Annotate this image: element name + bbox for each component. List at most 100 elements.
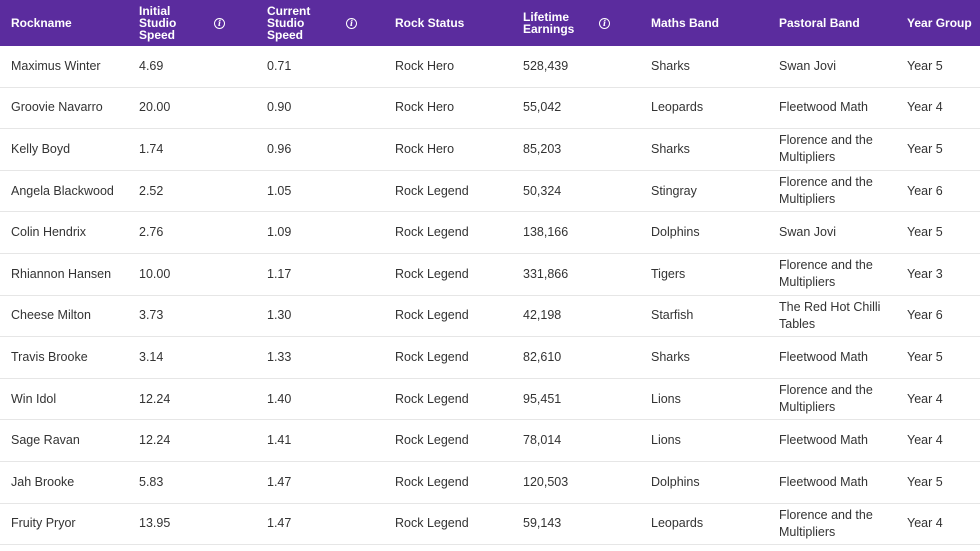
cell-initial-speed: 3.73: [139, 308, 164, 323]
column-header-label: Lifetime Earnings: [523, 10, 575, 36]
column-header-initial-studio-speed[interactable]: Initial Studio Speed i: [128, 0, 256, 46]
cell-pastoral-band: Florence and the Multipliers: [779, 175, 873, 207]
cell-current-speed: 0.71: [267, 58, 292, 73]
cell-year-group: Year 5: [907, 225, 943, 240]
cell-rockname: Maximus Winter: [11, 58, 101, 73]
column-header-label: Rockname: [11, 16, 72, 30]
column-header-label: Rock Status: [395, 16, 465, 30]
cell-current-speed: 0.96: [267, 141, 292, 156]
cell-current-speed: 1.41: [267, 433, 292, 448]
cell-maths-band: Tigers: [651, 266, 686, 281]
cell-rockname: Travis Brooke: [11, 349, 88, 364]
cell-current-speed: 1.09: [267, 225, 292, 240]
table-row[interactable]: Kelly Boyd 1.74 0.96 Rock Hero 85,203 Sharks F…: [0, 129, 980, 171]
cell-rockname: Rhiannon Hansen: [11, 266, 112, 281]
cell-pastoral-band: Fleetwood Math: [779, 349, 868, 364]
column-header-rockname[interactable]: Rockname: [0, 0, 128, 46]
cell-year-group: Year 5: [907, 58, 943, 73]
cell-year-group: Year 4: [907, 433, 943, 448]
cell-initial-speed: 13.95: [139, 516, 171, 531]
cell-initial-speed: 1.74: [139, 141, 164, 156]
cell-current-speed: 1.30: [267, 308, 292, 323]
table-row[interactable]: Maximus Winter 4.69 0.71 Rock Hero 528,439 Sh…: [0, 46, 980, 88]
cell-initial-speed: 10.00: [139, 266, 171, 281]
column-header-label: Maths Band: [651, 16, 720, 30]
cell-maths-band: Starfish: [651, 308, 694, 323]
cell-year-group: Year 6: [907, 308, 943, 323]
info-icon[interactable]: i: [346, 17, 357, 29]
cell-pastoral-band: Fleetwood Math: [779, 433, 868, 448]
table-row[interactable]: Fruity Pryor 13.95 1.47 Rock Legend 59,143 Le…: [0, 504, 980, 546]
cell-maths-band: Lions: [651, 391, 681, 406]
cell-rock-status: Rock Legend: [395, 433, 469, 448]
column-header-maths-band[interactable]: Maths Band: [640, 0, 768, 46]
column-header-year-group[interactable]: Year Group: [896, 0, 980, 46]
table-row[interactable]: Angela Blackwood 2.52 1.05 Rock Legend 50,32…: [0, 171, 980, 213]
info-icon[interactable]: i: [214, 17, 225, 29]
table-row[interactable]: Travis Brooke 3.14 1.33 Rock Legend 82,610 Sh…: [0, 337, 980, 379]
cell-year-group: Year 4: [907, 516, 943, 531]
cell-year-group: Year 5: [907, 141, 943, 156]
column-header-current-studio-speed[interactable]: Current Studio Speed i: [256, 0, 384, 46]
cell-rock-status: Rock Legend: [395, 308, 469, 323]
cell-initial-speed: 12.24: [139, 433, 171, 448]
cell-rockname: Colin Hendrix: [11, 225, 87, 240]
cell-current-speed: 1.05: [267, 183, 292, 198]
cell-rock-status: Rock Legend: [395, 183, 469, 198]
cell-pastoral-band: Florence and the Multipliers: [779, 383, 873, 415]
table-row[interactable]: Rhiannon Hansen 10.00 1.17 Rock Legend 331,8…: [0, 254, 980, 296]
table-row[interactable]: Sage Ravan 12.24 1.41 Rock Legend 78,014 Lion…: [0, 420, 980, 462]
cell-rock-status: Rock Hero: [395, 141, 455, 156]
table-body: Maximus Winter 4.69 0.71 Rock Hero 528,439 Sh…: [0, 46, 980, 546]
cell-maths-band: Leopards: [651, 100, 704, 115]
cell-lifetime-earnings: 95,451: [523, 391, 562, 406]
table-row[interactable]: Jah Brooke 5.83 1.47 Rock Legend 120,503 Dolp…: [0, 462, 980, 504]
cell-initial-speed: 5.83: [139, 474, 164, 489]
cell-pastoral-band: Swan Jovi: [779, 225, 836, 240]
cell-initial-speed: 20.00: [139, 100, 171, 115]
cell-pastoral-band: Florence and the Multipliers: [779, 258, 873, 290]
cell-lifetime-earnings: 50,324: [523, 183, 562, 198]
cell-lifetime-earnings: 42,198: [523, 308, 562, 323]
cell-lifetime-earnings: 138,166: [523, 225, 569, 240]
table-header: Rockname Initial Studio Speed i Current …: [0, 0, 980, 46]
cell-maths-band: Stingray: [651, 183, 697, 198]
table-row[interactable]: Win Idol 12.24 1.40 Rock Legend 95,451 Lions F…: [0, 379, 980, 421]
column-header-rock-status[interactable]: Rock Status: [384, 0, 512, 46]
cell-rockname: Kelly Boyd: [11, 141, 71, 156]
cell-maths-band: Lions: [651, 433, 681, 448]
cell-pastoral-band: The Red Hot Chilli Tables: [779, 299, 881, 331]
cell-pastoral-band: Florence and the Multipliers: [779, 507, 873, 539]
table-row[interactable]: Cheese Milton 3.73 1.30 Rock Legend 42,198 St…: [0, 296, 980, 338]
cell-rockname: Win Idol: [11, 391, 57, 406]
cell-pastoral-band: Fleetwood Math: [779, 474, 868, 489]
cell-lifetime-earnings: 85,203: [523, 141, 562, 156]
cell-current-speed: 1.47: [267, 474, 292, 489]
cell-rock-status: Rock Legend: [395, 516, 469, 531]
cell-initial-speed: 2.76: [139, 225, 164, 240]
column-header-lifetime-earnings[interactable]: Lifetime Earnings i: [512, 0, 640, 46]
cell-year-group: Year 4: [907, 391, 943, 406]
cell-lifetime-earnings: 120,503: [523, 474, 569, 489]
cell-initial-speed: 4.69: [139, 58, 164, 73]
column-header-pastoral-band[interactable]: Pastoral Band: [768, 0, 896, 46]
cell-maths-band: Sharks: [651, 58, 690, 73]
cell-lifetime-earnings: 331,866: [523, 266, 569, 281]
cell-rock-status: Rock Legend: [395, 225, 469, 240]
cell-lifetime-earnings: 82,610: [523, 349, 562, 364]
cell-rockname: Sage Ravan: [11, 433, 80, 448]
table-row[interactable]: Groovie Navarro 20.00 0.90 Rock Hero 55,042 L…: [0, 88, 980, 130]
cell-lifetime-earnings: 528,439: [523, 58, 569, 73]
cell-lifetime-earnings: 55,042: [523, 100, 562, 115]
cell-pastoral-band: Florence and the Multipliers: [779, 133, 873, 165]
cell-year-group: Year 6: [907, 183, 943, 198]
table-row[interactable]: Colin Hendrix 2.76 1.09 Rock Legend 138,166 D…: [0, 212, 980, 254]
info-icon[interactable]: i: [599, 17, 610, 29]
cell-pastoral-band: Swan Jovi: [779, 58, 836, 73]
cell-initial-speed: 2.52: [139, 183, 164, 198]
cell-year-group: Year 3: [907, 266, 943, 281]
cell-rockname: Groovie Navarro: [11, 100, 103, 115]
cell-rock-status: Rock Legend: [395, 349, 469, 364]
column-header-label: Current Studio Speed: [267, 4, 311, 42]
